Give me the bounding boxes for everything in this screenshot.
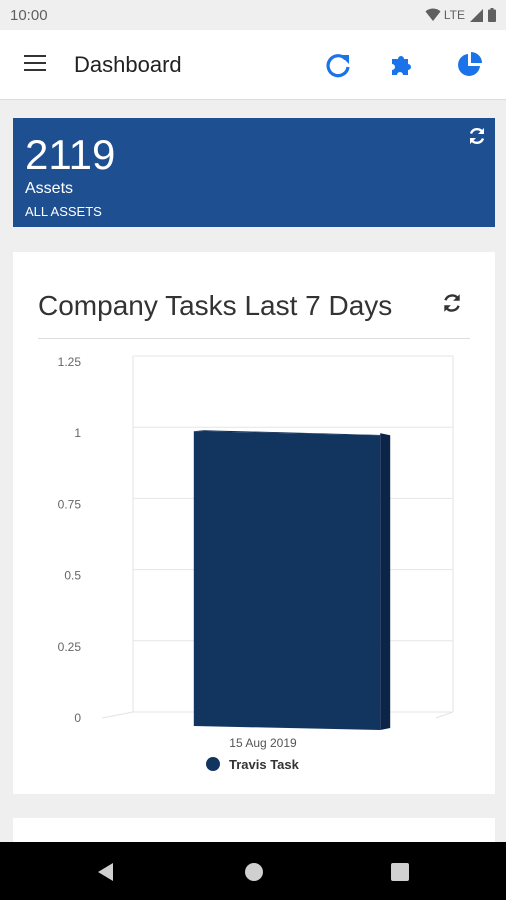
- bar-top: [193, 430, 391, 436]
- wifi-icon: [425, 8, 441, 21]
- assets-card[interactable]: 2119 Assets ALL ASSETS: [13, 118, 495, 227]
- tasks-chart-card: Company Tasks Last 7 Days 0 0.25 0.5 0.75 1 1…: [13, 252, 495, 794]
- battery-icon: [488, 8, 496, 22]
- chart-divider: [38, 338, 470, 339]
- y-tick-label: 0.25: [58, 640, 82, 654]
- recents-icon[interactable]: [385, 857, 415, 887]
- y-tick-label: 1.25: [58, 355, 82, 369]
- y-tick-label: 0: [74, 711, 81, 725]
- pie-chart-icon[interactable]: [454, 50, 484, 80]
- page-title: Dashboard: [74, 52, 182, 77]
- y-tick-label: 0.5: [64, 569, 81, 583]
- puzzle-icon[interactable]: [388, 50, 418, 80]
- all-assets-link[interactable]: ALL ASSETS: [25, 204, 102, 219]
- assets-label: Assets: [25, 180, 74, 197]
- bar-side: [380, 433, 391, 730]
- refresh-icon[interactable]: [323, 50, 353, 80]
- bar-chart: 0 0.25 0.5 0.75 1 1.25 15 Aug 2019 Travis Task: [58, 355, 454, 772]
- app-bar: Dashboard: [0, 30, 506, 100]
- signal-icon: [470, 8, 483, 22]
- status-bar: 10:00 LTE: [0, 0, 506, 30]
- legend-label: Travis Task: [229, 757, 300, 772]
- chart-title: Company Tasks Last 7 Days: [38, 290, 393, 321]
- status-time: 10:00: [10, 7, 48, 24]
- status-icons: LTE: [420, 6, 496, 24]
- navigation-bar: [0, 842, 506, 900]
- menu-icon[interactable]: [24, 55, 46, 73]
- bar: [193, 431, 381, 730]
- assets-count: 2119: [25, 131, 116, 178]
- network-type: LTE: [443, 8, 465, 22]
- chart-floor-edge: [435, 711, 454, 719]
- home-icon[interactable]: [239, 857, 269, 887]
- assets-refresh-icon[interactable]: [467, 126, 487, 146]
- y-tick-label: 0.75: [58, 497, 82, 511]
- chart-refresh-icon[interactable]: [441, 292, 463, 314]
- chart-floor-edge: [101, 711, 134, 719]
- y-tick-label: 1: [74, 426, 81, 440]
- x-tick-label: 15 Aug 2019: [229, 736, 297, 750]
- back-icon[interactable]: [91, 857, 121, 887]
- legend-marker: [206, 757, 220, 771]
